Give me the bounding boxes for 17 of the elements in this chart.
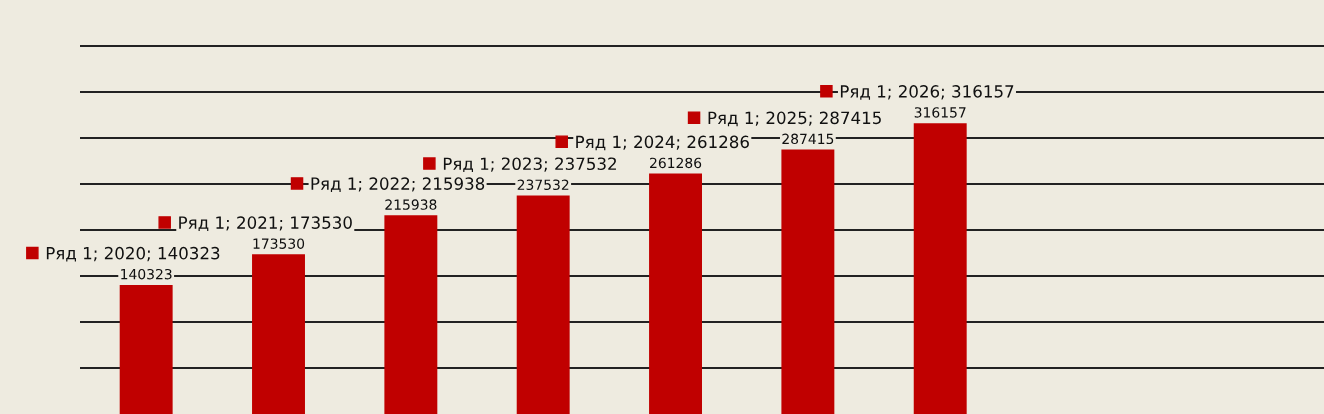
annotation: Ряд 1; 2026; 316157 [840, 85, 1014, 100]
annotation: Ряд 1; 2024; 261286 [576, 135, 749, 151]
data-label: 287415 [782, 133, 834, 145]
data-label: 261286 [650, 157, 702, 169]
bar [516, 195, 570, 414]
annotation: Ряд 1; 2022; 215938 [311, 177, 485, 192]
data-label: 316157 [914, 107, 966, 118]
bar [781, 149, 835, 414]
data-label: 173530 [253, 238, 305, 249]
annotation: Ряд 1; 2021; 173530 [179, 216, 352, 231]
bar [119, 284, 173, 414]
annotation: Ряд 1; 2025; 287415 [708, 111, 881, 127]
data-label: 237532 [517, 179, 569, 190]
annotation: Ряд 1; 2020; 140323 [46, 246, 220, 262]
data-label: 215938 [385, 199, 437, 210]
data-label: 140323 [121, 268, 172, 280]
annotation: Ряд 1; 2023; 237532 [443, 157, 616, 173]
